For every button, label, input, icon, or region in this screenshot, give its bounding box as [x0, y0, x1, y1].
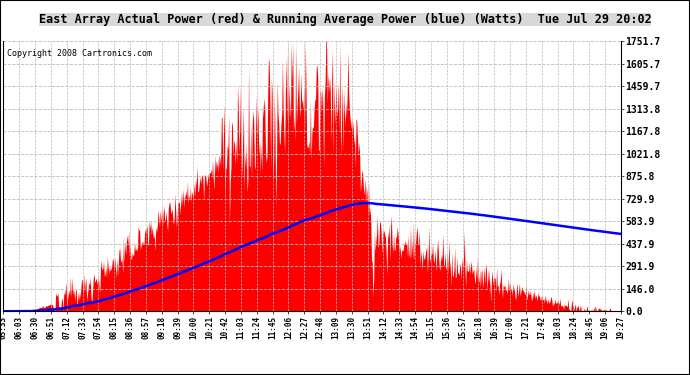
Text: Copyright 2008 Cartronics.com: Copyright 2008 Cartronics.com — [6, 50, 152, 58]
Text: East Array Actual Power (red) & Running Average Power (blue) (Watts)  Tue Jul 29: East Array Actual Power (red) & Running … — [39, 13, 651, 26]
